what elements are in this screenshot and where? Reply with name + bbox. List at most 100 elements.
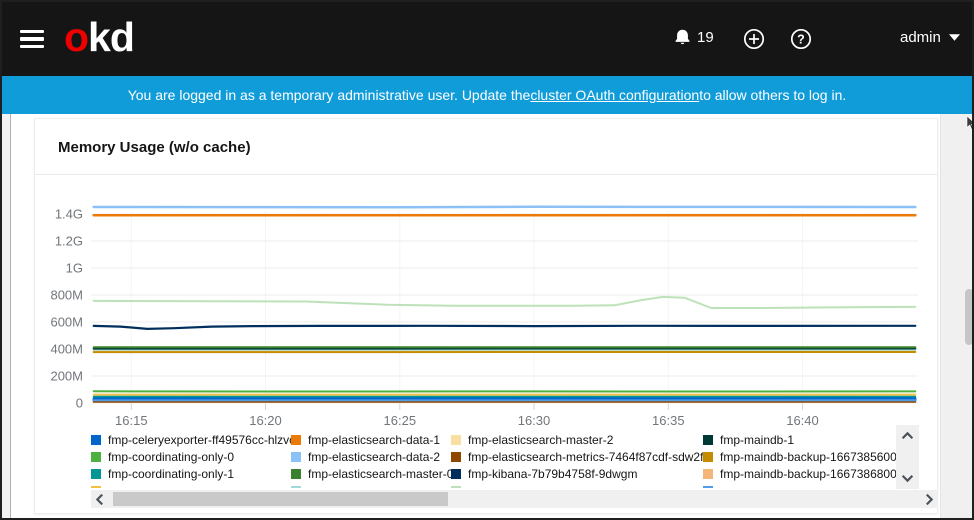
legend-swatch [451,434,461,445]
chart-legend: fmp-celeryexporter-ff49576cc-hlzvc fmp-co… [35,431,925,488]
y-axis-tick-label: 200M [50,369,83,384]
cluster-oauth-configuration-link[interactable]: cluster OAuth configuration [530,87,700,103]
okd-logo-o: o [64,14,89,60]
series-line [92,295,917,309]
add-button[interactable] [743,28,765,50]
okd-logo[interactable]: okd [64,14,135,61]
menu-toggle-button[interactable] [20,30,46,48]
x-axis-tick-label: 16:30 [518,413,551,428]
okd-logo-kd: kd [88,14,135,60]
legend-swatch [291,485,301,488]
y-axis-tick-label: 800M [50,288,83,303]
legend-scroll-left-button[interactable] [95,493,104,506]
legend-swatch [703,434,713,445]
chevron-left-icon [95,493,104,509]
legend-label: fmp-elasticsearch-metrics-7464f87cdf-sdw… [468,449,704,464]
legend-column: fmp-elasticsearch-master-2 fmp-elasticsea… [451,431,703,488]
caret-down-icon [948,34,960,41]
username: admin [900,29,941,46]
legend-label: fmp-maindb-backup-1667386800-hn [720,466,915,481]
page-scrollbar[interactable] [940,114,972,518]
legend-item[interactable]: fmp-coordinating-only-1 [91,465,295,482]
legend-item-clipped[interactable] [291,482,453,488]
legend-swatch [91,468,101,479]
legend-label: fmp-elasticsearch-master-2 [468,432,614,447]
legend-scroll-right-button[interactable] [925,493,934,506]
x-axis-tick-label: 16:35 [652,413,685,428]
y-axis-tick-label: 1.2G [55,234,83,249]
legend-label: fmp-coordinating-only-1 [108,466,235,481]
legend-item[interactable]: fmp-elasticsearch-metrics-7464f87cdf-sdw… [451,448,703,465]
memory-usage-card: Memory Usage (w/o cache) 16:15 16:20 16:25… [34,118,938,514]
left-gutter [2,114,11,518]
plus-circle-icon [743,28,765,53]
legend-swatch [291,451,301,462]
legend-item[interactable]: fmp-maindb-backup-1667386800-hn [703,465,914,482]
legend-item[interactable]: fmp-elasticsearch-master-2 [451,431,703,448]
chevron-down-icon [901,471,914,486]
legend-scroll-up-button[interactable] [901,431,914,440]
legend-swatch [291,434,301,445]
legend-label: fmp-maindb-backup-1667385600-74 [720,449,915,464]
legend-swatch [451,451,461,462]
y-axis-tick-label: 400M [50,342,83,357]
legend-swatch [703,451,713,462]
legend-label: fmp-kibana-7b79b4758f-9dwgm [468,466,638,481]
user-menu-button[interactable]: admin [900,29,960,46]
legend-item[interactable]: fmp-maindb-1 [703,431,914,448]
banner-text-after: to allow others to log in. [699,87,847,103]
x-axis-tick-label: 16:20 [249,413,282,428]
legend-column: fmp-celeryexporter-ff49576cc-hlzvc fmp-co… [91,431,295,488]
legend-swatch [451,468,461,479]
legend-label: fmp-maindb-1 [720,432,795,447]
y-axis-tick-label: 1G [66,261,83,276]
legend-item[interactable]: fmp-elasticsearch-data-1 [291,431,453,448]
x-axis-tick-label: 16:15 [115,413,148,428]
legend-vertical-scrollbar[interactable] [896,425,919,489]
legend-label: fmp-elasticsearch-data-1 [308,432,441,447]
legend-swatch [91,485,101,488]
legend-item[interactable]: fmp-coordinating-only-0 [91,448,295,465]
legend-horizontal-scrollbar[interactable] [91,490,938,508]
legend-label: fmp-celeryexporter-ff49576cc-hlzvc [108,432,296,447]
mouse-cursor [966,115,972,131]
legend-swatch [91,451,101,462]
memory-usage-chart: 16:15 16:20 16:25 16:30 16:35 16:40 1.4G 1.2G 1G… [50,205,918,428]
legend-item[interactable]: fmp-maindb-backup-1667385600-74 [703,448,914,465]
svg-text:?: ? [797,32,805,46]
legend-swatch [91,434,101,445]
legend-item[interactable]: fmp-elasticsearch-master-0 [291,465,453,482]
card-title: Memory Usage (w/o cache) [58,139,251,156]
chevron-up-icon [901,428,914,443]
legend-item-clipped[interactable] [451,482,703,488]
legend-label: fmp-elasticsearch-master-0 [308,466,454,481]
legend-item[interactable]: fmp-celeryexporter-ff49576cc-hlzvc [91,431,295,448]
legend-item[interactable]: fmp-elasticsearch-data-2 [291,448,453,465]
masthead: okd 19 ? admin [2,2,972,76]
hamburger-icon [20,30,44,34]
y-axis-tick-label: 600M [50,315,83,330]
x-axis-tick-label: 16:40 [786,413,819,428]
legend-item-clipped[interactable] [703,482,914,488]
legend-scroll-down-button[interactable] [901,474,914,483]
question-circle-icon: ? [790,28,812,53]
series-line [92,205,917,209]
notifications-button[interactable]: 19 [674,28,714,46]
legend-swatch [291,468,301,479]
chevron-right-icon [925,493,934,509]
legend-label: fmp-coordinating-only-0 [108,449,235,464]
legend-item-clipped[interactable] [91,482,295,488]
legend-swatch [703,485,713,488]
page-scrollbar-thumb[interactable] [965,289,972,345]
y-axis-tick-label: 0 [76,396,83,411]
notification-count: 19 [697,28,714,46]
legend-column: fmp-elasticsearch-data-1 fmp-elasticsearc… [291,431,453,488]
legend-label: fmp-elasticsearch-data-2 [308,449,441,464]
card-header: Memory Usage (w/o cache) [35,119,937,175]
legend-column: fmp-maindb-1 fmp-maindb-backup-1667385600… [703,431,914,488]
legend-swatch [451,485,461,488]
legend-horizontal-scrollbar-thumb[interactable] [113,492,448,506]
legend-item[interactable]: fmp-kibana-7b79b4758f-9dwgm [451,465,703,482]
help-button[interactable]: ? [790,28,812,50]
